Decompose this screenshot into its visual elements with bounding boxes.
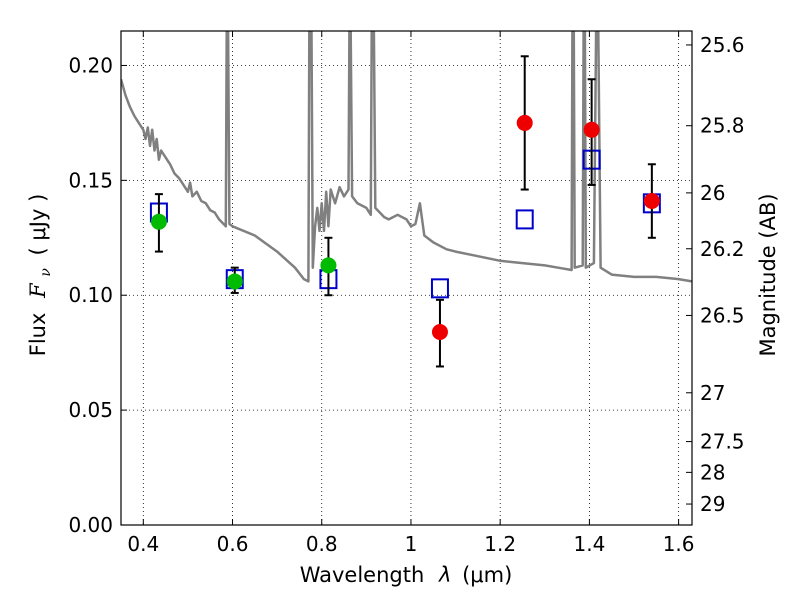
axis-ticks: 0.4 0.6 0.8 1 1.2 1.4 1.6 0.00 0.05 0.10 0.15 0.20 2… — [68, 31, 745, 556]
x-axis-symbol: λ — [438, 563, 451, 587]
observed-flux-point — [516, 114, 533, 131]
x-tick-label: 1.4 — [573, 532, 605, 556]
y2-tick-label: 29 — [700, 492, 725, 516]
model-spectrum-line — [121, 31, 692, 283]
y2-axis-title: Magnitude (AB) — [756, 193, 780, 356]
x-tick-label: 0.8 — [306, 532, 338, 556]
y-axis-subscript: ν — [38, 268, 54, 277]
y-axis-title: Flux F ν ( μJy ) — [26, 194, 55, 357]
model-photometry-square — [515, 209, 534, 230]
x-axis-label: Wavelength — [300, 563, 425, 587]
y2-tick-label: 27 — [700, 381, 725, 405]
observed-flux-point — [431, 323, 448, 340]
y2-tick-label: 26 — [700, 181, 725, 205]
x-axis-title: Wavelength λ (μm) — [300, 563, 513, 587]
y-tick-label: 0.00 — [68, 513, 113, 537]
y2-tick-label: 26.5 — [700, 303, 745, 327]
observed-flux-point — [320, 257, 337, 274]
gridlines — [121, 31, 692, 526]
y2-tick-label: 28 — [700, 460, 725, 484]
x-tick-label: 0.4 — [127, 532, 159, 556]
observed-flux-point — [226, 273, 243, 290]
x-axis-unit: (μm) — [462, 563, 512, 587]
y2-tick-label: 27.5 — [700, 430, 745, 454]
y-tick-label: 0.10 — [68, 283, 113, 307]
y-tick-label: 0.05 — [68, 398, 113, 422]
plot-area — [121, 31, 692, 368]
x-tick-label: 0.6 — [217, 532, 249, 556]
model-photometry-square — [430, 278, 449, 299]
observed-flux-point — [643, 193, 660, 210]
x-tick-label: 1.2 — [484, 532, 516, 556]
x-tick-label: 1 — [405, 532, 418, 556]
axes-frame — [120, 30, 693, 526]
y2-tick-label: 26.2 — [700, 237, 745, 261]
observed-flux-point — [583, 121, 600, 138]
y2-tick-label: 25.8 — [700, 114, 745, 138]
y-axis-symbol: F — [26, 282, 50, 299]
y-tick-label: 0.20 — [68, 53, 113, 77]
y-axis-unit: ( μJy ) — [26, 194, 50, 256]
y-axis-label: Flux — [26, 313, 50, 357]
observed-flux-point — [150, 213, 167, 230]
x-tick-label: 1.6 — [663, 532, 695, 556]
y-tick-label: 0.15 — [68, 168, 113, 192]
y2-tick-label: 25.6 — [700, 33, 745, 57]
